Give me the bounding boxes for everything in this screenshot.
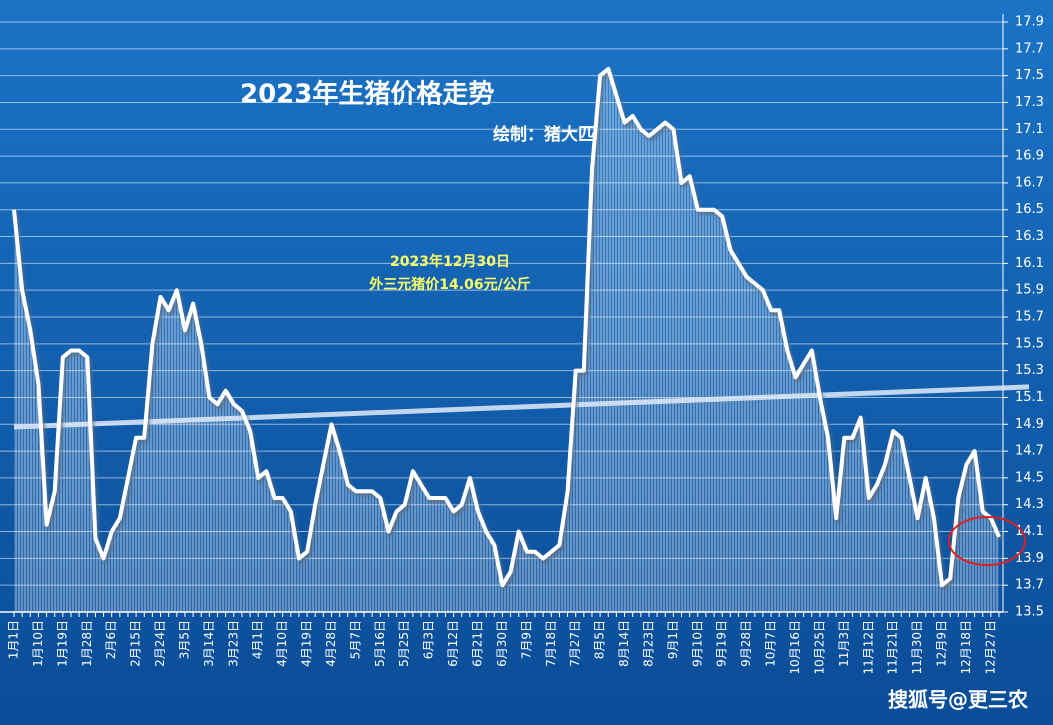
x-tick-label: 2月15日 (129, 620, 143, 667)
y-tick-label: 13.5 (1015, 605, 1044, 620)
y-tick-label: 17.9 (1015, 15, 1044, 30)
x-tick-label: 12月27日 (983, 620, 997, 675)
y-tick-label: 14.5 (1015, 470, 1044, 485)
y-tick-label: 16.9 (1015, 149, 1044, 164)
x-tick-label: 3月23日 (226, 620, 240, 667)
annotation: 2023年12月30日 (390, 253, 510, 270)
x-tick-label: 12月18日 (959, 620, 973, 675)
x-tick-label: 9月1日 (666, 620, 680, 659)
y-tick-label: 13.9 (1015, 551, 1044, 566)
x-tick-label: 6月3日 (422, 620, 436, 659)
x-tick-label: 6月30日 (495, 620, 509, 667)
x-tick-label: 8月5日 (593, 620, 607, 659)
x-tick-label: 11月30日 (910, 620, 924, 675)
x-tick-label: 12月9日 (935, 620, 949, 667)
y-tick-label: 17.7 (1015, 41, 1044, 56)
annotation: 外三元猪价14.06元/公斤 (369, 276, 530, 293)
watermark: 搜狐号@更三农 (888, 688, 1028, 712)
y-tick-label: 15.1 (1015, 390, 1044, 405)
y-tick-label: 17.1 (1015, 122, 1044, 137)
x-tick-label: 7月18日 (544, 620, 558, 667)
x-tick-label: 11月12日 (861, 620, 875, 675)
y-tick-label: 17.3 (1015, 95, 1044, 110)
area (14, 68, 999, 612)
y-tick-label: 14.7 (1015, 444, 1044, 459)
chart-title: 2023年生猪价格走势 (240, 79, 494, 110)
x-tick-label: 1月10日 (31, 620, 45, 667)
y-tick-label: 14.1 (1015, 524, 1044, 539)
x-tick-label: 6月12日 (446, 620, 460, 667)
x-tick-label: 5月7日 (348, 620, 362, 659)
x-tick-label: 8月23日 (641, 620, 655, 667)
y-tick-label: 15.3 (1015, 363, 1044, 378)
x-tick-label: 10月7日 (764, 620, 778, 667)
x-tick-label: 7月9日 (519, 620, 533, 659)
x-tick-label: 1月1日 (7, 620, 21, 659)
chart-subtitle: 绘制：猪大匹 (493, 124, 595, 145)
y-tick-label: 17.5 (1015, 68, 1044, 83)
x-tick-label: 3月5日 (177, 620, 191, 659)
x-tick-label: 10月16日 (788, 620, 802, 675)
x-tick-label: 9月10日 (690, 620, 704, 667)
y-tick-label: 16.7 (1015, 175, 1044, 190)
x-tick-label: 5月25日 (397, 620, 411, 667)
y-tick-label: 14.3 (1015, 497, 1044, 512)
x-tick-label: 4月1日 (251, 620, 265, 659)
x-tick-label: 10月25日 (812, 620, 826, 675)
x-tick-label: 4月19日 (300, 620, 314, 667)
x-tick-label: 4月10日 (275, 620, 289, 667)
x-tick-label: 7月27日 (568, 620, 582, 667)
x-tick-label: 2月6日 (104, 620, 118, 659)
x-tick-label: 4月28日 (324, 620, 338, 667)
y-tick-label: 14.9 (1015, 417, 1044, 432)
y-tick-label: 16.5 (1015, 202, 1044, 217)
y-tick-label: 15.7 (1015, 310, 1044, 325)
trend-line (13, 384, 1030, 430)
x-tick-label: 9月19日 (715, 620, 729, 667)
x-tick-label: 1月28日 (80, 620, 94, 667)
x-tick-label: 8月14日 (617, 620, 631, 667)
highlight-ellipse (948, 516, 1026, 566)
y-tick-label: 15.5 (1015, 336, 1044, 351)
y-tick-label: 15.9 (1015, 283, 1044, 298)
y-tick-label: 16.1 (1015, 256, 1044, 271)
x-tick-label: 2月24日 (153, 620, 167, 667)
x-tick-label: 11月3日 (837, 620, 851, 667)
y-tick-label: 16.3 (1015, 229, 1044, 244)
y-tick-label: 13.7 (1015, 578, 1044, 593)
x-tick-label: 5月16日 (373, 620, 387, 667)
x-tick-label: 9月28日 (739, 620, 753, 667)
x-tick-label: 3月14日 (202, 620, 216, 667)
price-line (12, 66, 1001, 588)
x-tick-label: 6月21日 (471, 620, 485, 667)
x-tick-label: 11月21日 (886, 620, 900, 675)
x-tick-label: 1月19日 (55, 620, 69, 667)
